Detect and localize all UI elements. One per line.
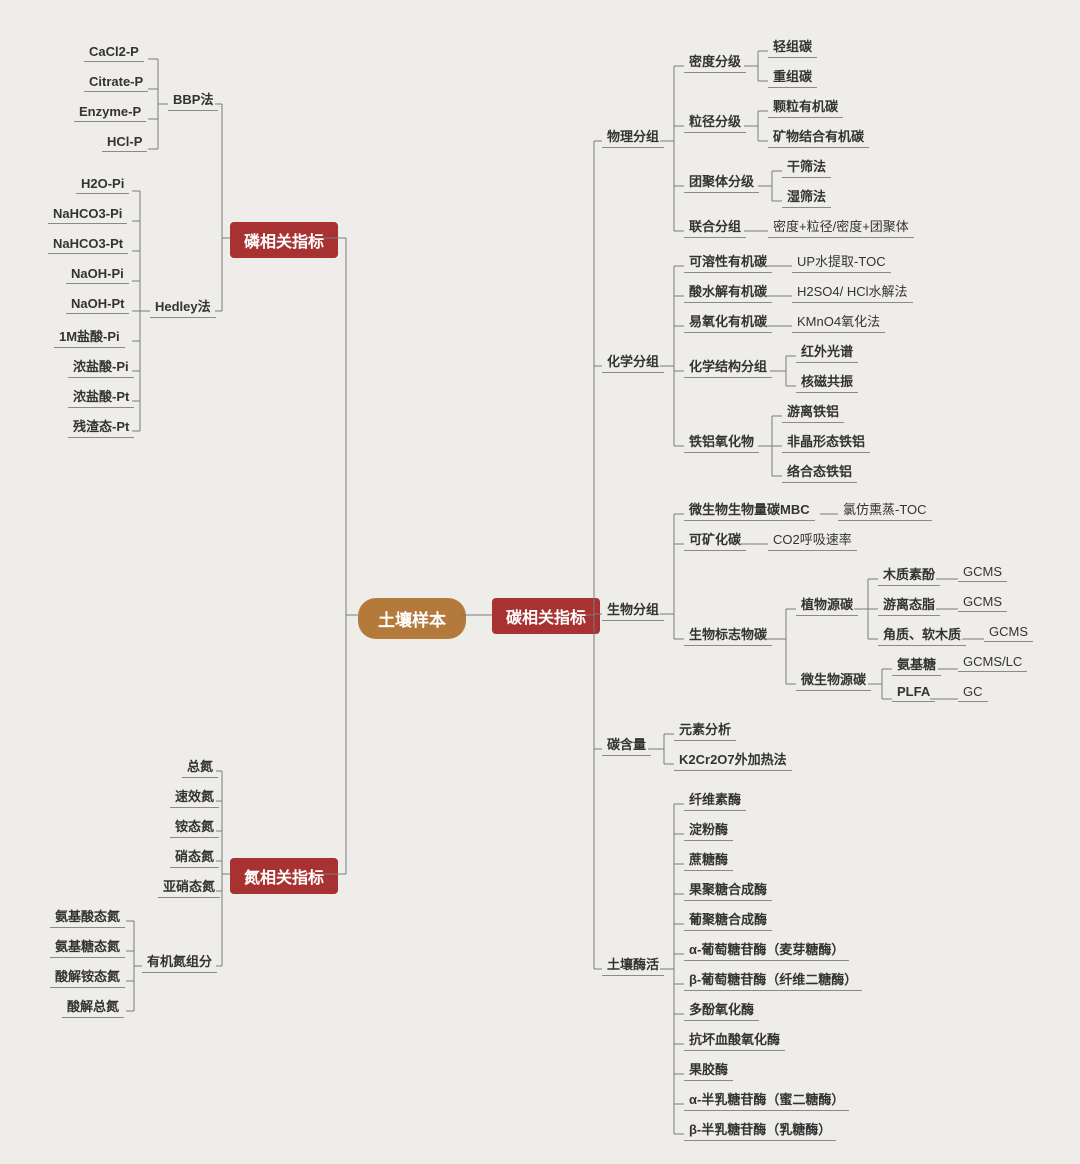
c-structure: 化学结构分组 — [684, 355, 772, 378]
c-content: 碳含量 — [602, 733, 651, 756]
c-aggregate-0: 干筛法 — [782, 155, 831, 178]
c-density-1: 重组碳 — [768, 65, 817, 88]
c-fe-al-0: 游离铁铝 — [782, 400, 844, 423]
c-biomarker: 生物标志物碳 — [684, 623, 772, 646]
hedley-item-3: NaOH-Pi — [66, 265, 129, 284]
bbp-item-3: HCl-P — [102, 133, 147, 152]
c-plant: 植物源碳 — [796, 593, 858, 616]
c-enz-8: 抗坏血酸氧化酶 — [684, 1028, 785, 1051]
n-organic-0: 氨基酸态氮 — [50, 905, 125, 928]
n-organic-label: 有机氮组分 — [142, 950, 217, 973]
n-direct-4: 亚硝态氮 — [158, 875, 220, 898]
hedley-label: Hedley法 — [150, 295, 216, 318]
n-direct-0: 总氮 — [182, 755, 218, 778]
c-enz-10: α-半乳糖苷酶（蜜二糖酶） — [684, 1088, 849, 1111]
c-acid-note: H2SO4/ HCl水解法 — [792, 280, 913, 303]
n-direct-2: 铵态氮 — [170, 815, 219, 838]
c-enz-6: β-葡萄糖苷酶（纤维二糖酶） — [684, 968, 862, 991]
c-plant-0: 木质素酚 — [878, 563, 940, 586]
c-microbe: 微生物源碳 — [796, 668, 871, 691]
c-enz-3: 果聚糖合成酶 — [684, 878, 772, 901]
c-enz-11: β-半乳糖苷酶（乳糖酶） — [684, 1118, 836, 1141]
root-node: 土壤样本 — [358, 598, 466, 639]
c-combined-note: 密度+粒径/密度+团聚体 — [768, 215, 914, 238]
c-mineralizable: 可矿化碳 — [684, 528, 746, 551]
carbon-node: 碳相关指标 — [492, 598, 600, 634]
c-soluble: 可溶性有机碳 — [684, 250, 772, 273]
c-combined: 联合分组 — [684, 215, 746, 238]
c-enzymes: 土壤酶活 — [602, 953, 664, 976]
c-soluble-note: UP水提取-TOC — [792, 250, 891, 273]
c-mineralizable-note: CO2呼吸速率 — [768, 528, 857, 551]
c-biological: 生物分组 — [602, 598, 664, 621]
c-oxidizable-note: KMnO4氧化法 — [792, 310, 885, 333]
c-enz-1: 淀粉酶 — [684, 818, 733, 841]
c-enz-2: 蔗糖酶 — [684, 848, 733, 871]
bbp-item-0: CaCl2-P — [84, 43, 144, 62]
n-organic-3: 酸解总氮 — [62, 995, 124, 1018]
c-structure-0: 红外光谱 — [796, 340, 858, 363]
hedley-item-4: NaOH-Pt — [66, 295, 129, 314]
hedley-item-7: 浓盐酸-Pt — [68, 385, 134, 408]
c-structure-1: 核磁共振 — [796, 370, 858, 393]
n-direct-3: 硝态氮 — [170, 845, 219, 868]
c-aggregate: 团聚体分级 — [684, 170, 759, 193]
c-enz-0: 纤维素酶 — [684, 788, 746, 811]
nitrogen-node: 氮相关指标 — [230, 858, 338, 894]
c-microbe-0: 氨基糖 — [892, 653, 941, 676]
phosphorus-node: 磷相关指标 — [230, 222, 338, 258]
c-oxidizable: 易氧化有机碳 — [684, 310, 772, 333]
c-microbe-1: PLFA — [892, 683, 935, 702]
c-mbc: 微生物生物量碳MBC — [684, 498, 815, 521]
c-density-0: 轻组碳 — [768, 35, 817, 58]
n-organic-2: 酸解铵态氮 — [50, 965, 125, 988]
c-enz-4: 葡聚糖合成酶 — [684, 908, 772, 931]
c-microbe-1-m: GC — [958, 683, 988, 702]
n-direct-1: 速效氮 — [170, 785, 219, 808]
hedley-item-5: 1M盐酸-Pi — [54, 325, 125, 348]
hedley-item-6: 浓盐酸-Pi — [68, 355, 134, 378]
c-aggregate-1: 湿筛法 — [782, 185, 831, 208]
c-acid: 酸水解有机碳 — [684, 280, 772, 303]
hedley-item-8: 残渣态-Pt — [68, 415, 134, 438]
c-content-0: 元素分析 — [674, 718, 736, 741]
bbp-item-1: Citrate-P — [84, 73, 148, 92]
c-enz-7: 多酚氧化酶 — [684, 998, 759, 1021]
c-physical: 物理分组 — [602, 125, 664, 148]
c-content-1: K2Cr2O7外加热法 — [674, 748, 792, 771]
c-plant-1: 游离态脂 — [878, 593, 940, 616]
c-particle-0: 颗粒有机碳 — [768, 95, 843, 118]
c-fe-al-2: 络合态铁铝 — [782, 460, 857, 483]
hedley-item-1: NaHCO3-Pi — [48, 205, 127, 224]
c-fe-al: 铁铝氧化物 — [684, 430, 759, 453]
c-fe-al-1: 非晶形态铁铝 — [782, 430, 870, 453]
c-chemical: 化学分组 — [602, 350, 664, 373]
c-plant-0-m: GCMS — [958, 563, 1007, 582]
c-enz-9: 果胶酶 — [684, 1058, 733, 1081]
bbp-item-2: Enzyme-P — [74, 103, 146, 122]
hedley-item-0: H2O-Pi — [76, 175, 129, 194]
c-density: 密度分级 — [684, 50, 746, 73]
bbp-label: BBP法 — [168, 88, 218, 111]
hedley-item-2: NaHCO3-Pt — [48, 235, 128, 254]
c-enz-5: α-葡萄糖苷酶（麦芽糖酶） — [684, 938, 849, 961]
c-particle: 粒径分级 — [684, 110, 746, 133]
c-plant-2-m: GCMS — [984, 623, 1033, 642]
c-plant-2: 角质、软木质 — [878, 623, 966, 646]
c-particle-1: 矿物结合有机碳 — [768, 125, 869, 148]
c-plant-1-m: GCMS — [958, 593, 1007, 612]
c-microbe-0-m: GCMS/LC — [958, 653, 1027, 672]
n-organic-1: 氨基糖态氮 — [50, 935, 125, 958]
c-mbc-note: 氯仿熏蒸-TOC — [838, 498, 932, 521]
mindmap-canvas: 土壤样本 磷相关指标 BBP法 CaCl2-P Citrate-P Enzyme… — [20, 20, 1060, 1144]
